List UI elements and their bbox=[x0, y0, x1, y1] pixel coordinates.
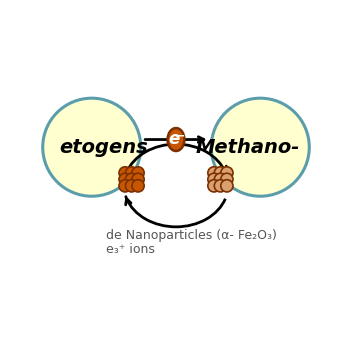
Circle shape bbox=[214, 173, 227, 186]
Circle shape bbox=[221, 167, 233, 179]
Circle shape bbox=[208, 180, 220, 192]
Circle shape bbox=[221, 180, 233, 192]
Circle shape bbox=[125, 180, 138, 192]
Circle shape bbox=[132, 167, 144, 179]
Circle shape bbox=[214, 180, 227, 192]
Text: e₃⁺ ions: e₃⁺ ions bbox=[106, 243, 155, 256]
Text: etogens: etogens bbox=[59, 138, 149, 157]
Circle shape bbox=[221, 173, 233, 186]
Circle shape bbox=[125, 173, 138, 186]
Circle shape bbox=[211, 98, 309, 196]
Ellipse shape bbox=[168, 128, 184, 151]
Circle shape bbox=[132, 180, 144, 192]
Circle shape bbox=[119, 180, 131, 192]
Text: e: e bbox=[169, 130, 180, 148]
Circle shape bbox=[43, 98, 141, 196]
Text: Methano-: Methano- bbox=[196, 138, 300, 157]
Circle shape bbox=[214, 167, 227, 179]
Text: de Nanoparticles (α- Fe₂O₃): de Nanoparticles (α- Fe₂O₃) bbox=[106, 229, 276, 242]
Text: −: − bbox=[175, 129, 186, 142]
Circle shape bbox=[132, 173, 144, 186]
Circle shape bbox=[125, 167, 138, 179]
Circle shape bbox=[208, 173, 220, 186]
Circle shape bbox=[119, 167, 131, 179]
Circle shape bbox=[208, 167, 220, 179]
Circle shape bbox=[119, 173, 131, 186]
